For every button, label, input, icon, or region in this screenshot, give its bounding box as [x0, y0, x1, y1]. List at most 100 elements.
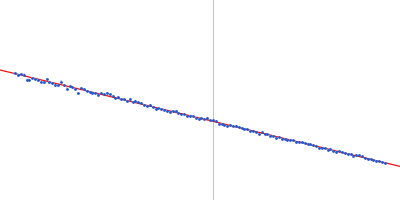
Point	[293, 140, 299, 143]
Point	[362, 157, 368, 160]
Point	[78, 87, 84, 90]
Point	[370, 158, 377, 161]
Point	[207, 118, 213, 122]
Point	[92, 91, 98, 95]
Point	[104, 91, 110, 94]
Point	[178, 113, 184, 116]
Point	[333, 150, 339, 153]
Point	[244, 127, 250, 130]
Point	[35, 79, 41, 82]
Point	[132, 99, 139, 103]
Point	[181, 112, 188, 115]
Point	[330, 149, 336, 152]
Point	[95, 94, 102, 97]
Point	[32, 77, 38, 81]
Point	[69, 85, 76, 88]
Point	[89, 91, 96, 95]
Point	[29, 76, 36, 80]
Point	[238, 127, 245, 130]
Point	[66, 85, 73, 88]
Point	[121, 97, 127, 100]
Point	[20, 73, 27, 76]
Point	[23, 78, 30, 82]
Point	[356, 153, 362, 157]
Point	[256, 132, 262, 135]
Point	[270, 134, 276, 138]
Point	[40, 81, 47, 84]
Point	[147, 104, 153, 107]
Point	[155, 107, 162, 110]
Point	[247, 129, 253, 132]
Point	[373, 159, 380, 162]
Point	[290, 139, 296, 142]
Point	[236, 125, 242, 129]
Point	[224, 124, 230, 127]
Point	[327, 148, 334, 151]
Point	[130, 100, 136, 103]
Point	[158, 108, 164, 111]
Point	[367, 158, 374, 161]
Point	[112, 97, 119, 100]
Point	[376, 159, 382, 163]
Point	[319, 147, 325, 150]
Point	[310, 144, 316, 147]
Point	[350, 154, 356, 157]
Point	[201, 118, 208, 121]
Point	[190, 115, 196, 118]
Point	[150, 106, 156, 109]
Point	[342, 151, 348, 154]
Point	[261, 133, 268, 136]
Point	[38, 80, 44, 84]
Point	[296, 141, 302, 144]
Point	[101, 92, 107, 96]
Point	[379, 160, 385, 163]
Point	[313, 145, 319, 148]
Point	[347, 153, 354, 156]
Point	[141, 103, 147, 107]
Point	[84, 89, 90, 93]
Point	[72, 87, 78, 90]
Point	[353, 153, 360, 156]
Point	[210, 119, 216, 122]
Point	[339, 150, 345, 153]
Point	[276, 135, 282, 139]
Point	[212, 119, 219, 122]
Point	[382, 161, 388, 164]
Point	[81, 88, 87, 91]
Point	[61, 83, 67, 86]
Point	[126, 97, 133, 100]
Point	[172, 109, 179, 112]
Point	[198, 116, 205, 119]
Point	[316, 146, 322, 149]
Point	[221, 123, 228, 126]
Point	[144, 104, 150, 107]
Point	[115, 95, 122, 99]
Point	[135, 101, 142, 104]
Point	[250, 130, 256, 133]
Point	[49, 81, 56, 85]
Point	[241, 127, 248, 131]
Point	[124, 99, 130, 103]
Point	[192, 116, 199, 119]
Point	[204, 116, 210, 120]
Point	[161, 108, 167, 111]
Point	[170, 109, 176, 112]
Point	[216, 122, 222, 125]
Point	[26, 78, 33, 81]
Point	[195, 117, 202, 120]
Point	[253, 131, 259, 134]
Point	[44, 78, 50, 81]
Point	[233, 124, 239, 128]
Point	[164, 110, 170, 113]
Point	[167, 111, 173, 114]
Point	[264, 133, 270, 136]
Point	[12, 72, 18, 75]
Point	[258, 131, 265, 134]
Point	[322, 146, 328, 149]
Point	[152, 107, 159, 110]
Point	[106, 93, 113, 96]
Point	[287, 138, 294, 142]
Point	[307, 143, 314, 146]
Point	[46, 81, 53, 84]
Point	[184, 114, 190, 117]
